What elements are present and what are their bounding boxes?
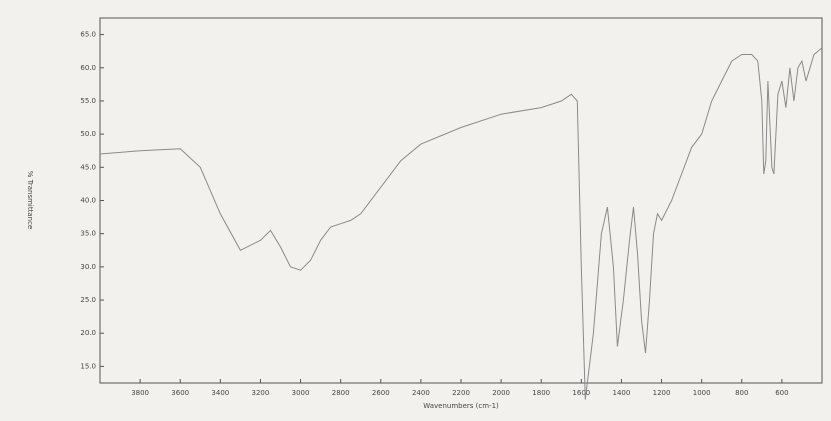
y-tick-label: 50.0 bbox=[80, 130, 96, 138]
x-tick-label: 2800 bbox=[332, 389, 350, 397]
paper bbox=[0, 0, 831, 421]
x-tick-label: 1200 bbox=[653, 389, 671, 397]
y-tick-label: 20.0 bbox=[80, 329, 96, 337]
x-tick-label: 1600 bbox=[572, 389, 590, 397]
y-tick-label: 35.0 bbox=[80, 230, 96, 238]
y-tick-label: 15.0 bbox=[80, 362, 96, 370]
x-tick-label: 3400 bbox=[211, 389, 229, 397]
x-tick-label: 1400 bbox=[613, 389, 631, 397]
x-tick-label: 2600 bbox=[372, 389, 390, 397]
y-axis-label: % Transmittance bbox=[26, 171, 34, 230]
page: {"chart_data": { "type": "line", "y_labe… bbox=[0, 0, 831, 421]
x-tick-label: 1800 bbox=[532, 389, 550, 397]
x-tick-label: 3600 bbox=[171, 389, 189, 397]
x-tick-label: 3800 bbox=[131, 389, 149, 397]
x-tick-label: 1000 bbox=[693, 389, 711, 397]
x-tick-label: 600 bbox=[775, 389, 788, 397]
y-tick-label: 65.0 bbox=[80, 31, 96, 39]
x-axis-label: Wavenumbers (cm-1) bbox=[423, 402, 499, 410]
x-tick-label: 3000 bbox=[292, 389, 310, 397]
x-tick-label: 800 bbox=[735, 389, 748, 397]
y-tick-label: 60.0 bbox=[80, 64, 96, 72]
x-tick-label: 2000 bbox=[492, 389, 510, 397]
x-tick-label: 2400 bbox=[412, 389, 430, 397]
y-tick-label: 30.0 bbox=[80, 263, 96, 271]
x-tick-label: 2200 bbox=[452, 389, 470, 397]
x-tick-label: 3200 bbox=[252, 389, 270, 397]
y-tick-label: 25.0 bbox=[80, 296, 96, 304]
y-tick-label: 40.0 bbox=[80, 197, 96, 205]
chart: % Transmittance Wavenumbers (cm-1) 15.0 2… bbox=[0, 0, 831, 421]
y-tick-label: 55.0 bbox=[80, 97, 96, 105]
y-tick-label: 45.0 bbox=[80, 163, 96, 171]
